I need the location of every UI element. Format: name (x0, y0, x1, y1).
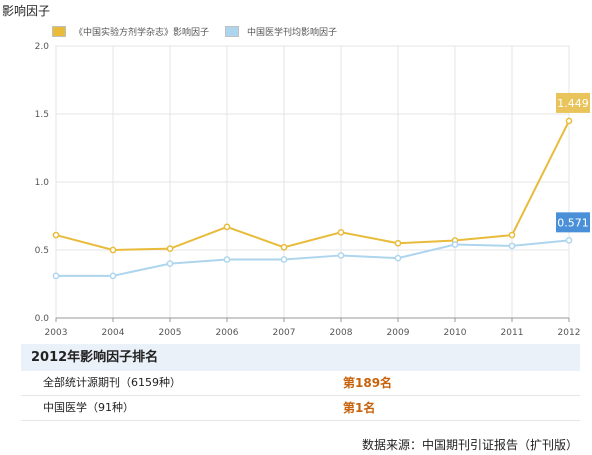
data-point (52, 272, 60, 280)
end-value-label: 1.449 (557, 97, 589, 110)
legend-swatch-journal (52, 25, 66, 37)
ranking-label: 全部统计源期刊（6159种） (43, 376, 181, 389)
y-tick-label: 0.5 (35, 246, 49, 256)
series-line (56, 239, 570, 277)
data-point (394, 239, 402, 247)
y-tick-label: 1.5 (35, 110, 49, 120)
end-value-label-box (556, 92, 590, 113)
legend-label-journal: 《中国实验方剂学杂志》影响因子 (74, 27, 210, 38)
data-point (166, 260, 174, 267)
y-tick-label: 2.0 (35, 42, 50, 52)
x-tick-label: 2010 (444, 328, 467, 338)
data-point (337, 252, 345, 259)
ranking-row: 中国医学（91种） 第1名 (21, 396, 580, 421)
data-point (508, 242, 516, 250)
end-value-label-box (556, 212, 590, 233)
x-tick-label: 2004 (102, 328, 125, 338)
data-point (52, 231, 60, 239)
legend-item-average-if[interactable]: 中国医学刊均影响因子 (225, 25, 337, 38)
data-point (394, 254, 402, 262)
x-tick-label: 2007 (273, 328, 296, 338)
data-point (508, 231, 516, 239)
series-line (55, 120, 570, 252)
ranking-header: 2012年影响因子排名 (21, 344, 580, 371)
legend-swatch-average (225, 25, 240, 37)
page-title: 影响因子 (2, 4, 51, 18)
ranking-value: 第189名 (343, 376, 393, 390)
x-tick-label: 2006 (216, 328, 239, 338)
data-point (565, 117, 573, 125)
impact-factor-line-chart: 0.0 0.5 1.0 1.5 2.0 2003 2004 2005 2006 2007 2008 2… (35, 42, 590, 338)
data-point (565, 236, 573, 244)
data-point (166, 245, 174, 252)
ranking-row: 全部统计源期刊（6159种） 第189名 (21, 371, 580, 396)
y-tick-label: 1.0 (35, 178, 50, 188)
x-tick-label: 2008 (330, 328, 353, 338)
data-point (280, 256, 288, 263)
data-point (223, 256, 231, 263)
y-tick-label: 0.0 (35, 314, 50, 324)
ranking-label: 中国医学（91种） (43, 401, 134, 414)
data-point (109, 246, 117, 254)
x-tick-label: 2003 (45, 328, 68, 338)
data-source-note: 数据来源：中国期刊引证报告（扩刊版） (361, 438, 578, 452)
chart-legend: 《中国实验方剂学杂志》影响因子 中国医学刊均影响因子 (52, 22, 353, 40)
x-tick-label: 2012 (558, 328, 581, 338)
x-tick-label: 2011 (501, 328, 524, 338)
ranking-value: 第1名 (343, 401, 376, 415)
data-point (109, 272, 117, 280)
x-tick-label: 2005 (159, 328, 182, 338)
legend-item-journal-if[interactable]: 《中国实验方剂学杂志》影响因子 (52, 25, 209, 38)
x-tick-label: 2009 (387, 328, 410, 338)
data-point (223, 223, 231, 231)
data-point (337, 228, 345, 236)
data-point (280, 243, 288, 251)
ranking-panel: 2012年影响因子排名 全部统计源期刊（6159种） 第189名 中国医学（91… (21, 344, 580, 421)
data-point (451, 241, 459, 248)
legend-label-average: 中国医学刊均影响因子 (247, 27, 338, 38)
end-value-label: 0.571 (557, 216, 589, 229)
